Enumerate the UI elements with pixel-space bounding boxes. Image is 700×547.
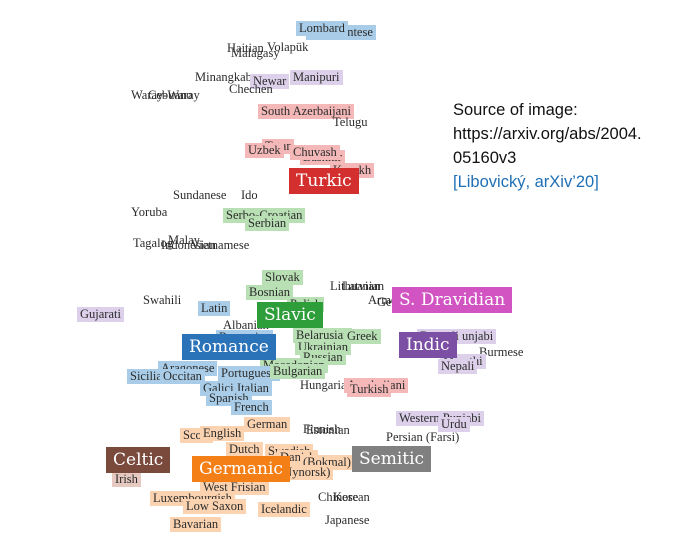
language-family-label: Germanic [192, 456, 290, 482]
language-family-label: Turkic [289, 168, 359, 194]
language-label: Malagasy [231, 46, 280, 60]
language-family-label: Slavic [257, 302, 323, 328]
language-label: German [244, 417, 291, 432]
language-label: Greek [344, 329, 381, 344]
language-label: Latin [198, 301, 231, 316]
language-label: Manipuri [290, 70, 343, 85]
language-label: Newar [250, 74, 290, 89]
language-label: Indonesian [161, 238, 216, 252]
citation-link[interactable]: [Libovický, arXiv’20] [453, 173, 599, 191]
language-label: Chinese [318, 490, 359, 504]
language-label: Belarusian [293, 328, 353, 343]
language-label: Yoruba [131, 205, 168, 219]
language-label: Finnish [303, 422, 341, 436]
language-label: Low Saxon [183, 499, 247, 514]
language-label: Sundanese [173, 188, 227, 202]
language-label: Serbian [245, 216, 290, 231]
language-family-label: Indic [399, 332, 457, 358]
language-label: Chuvash [290, 145, 340, 160]
language-label: Occitan [160, 369, 205, 384]
language-label: Bosnian [246, 285, 293, 300]
language-label: Turkish [347, 382, 392, 397]
language-label: Swahili [143, 293, 182, 307]
language-label: Chechen [229, 82, 273, 96]
source-caption: Source of image: https://arxiv.org/abs/2… [453, 98, 693, 194]
language-family-label: S. Dravidian [392, 287, 513, 313]
language-label: English [200, 426, 245, 441]
language-label: Burmese [479, 345, 524, 359]
language-label: Lithuanian [330, 279, 385, 293]
language-label: Telugu [333, 115, 368, 129]
language-label: Tagalog [133, 236, 174, 250]
language-label: Nepali [438, 359, 478, 374]
language-label: Hungarian [300, 378, 353, 392]
language-label: (Nynorsk) [276, 465, 334, 480]
language-label: Punjabi [452, 329, 497, 344]
language-label: Uzbek [245, 143, 284, 158]
language-label: Slovak [262, 270, 303, 285]
language-label: South Azerbaijani [258, 104, 354, 119]
language-family-label: Celtic [106, 447, 171, 473]
language-label: Minangkabau [195, 70, 264, 84]
language-label: Volapük [267, 40, 309, 54]
source-url: https://arxiv.org/abs/2004. [453, 125, 642, 143]
language-label: Haitian [227, 41, 264, 55]
language-label: Cebuano [148, 88, 193, 102]
language-label: Bavarian [170, 517, 222, 532]
language-label: Gujarati [77, 307, 124, 322]
language-label: Lombard [296, 21, 348, 36]
language-family-label: Romance [182, 334, 276, 360]
language-label: Vietnamese [191, 238, 250, 252]
source-url-continued: 05160v3 [453, 149, 517, 167]
language-label: Korean [333, 490, 370, 504]
language-label: Persian (Farsi) [386, 430, 460, 444]
language-label: Irish [112, 472, 141, 487]
language-label: French [231, 400, 272, 415]
language-label: Icelandic [258, 502, 310, 517]
source-label: Source of image: [453, 101, 578, 119]
language-label: Japanese [325, 513, 370, 527]
language-label: Malay [168, 233, 200, 247]
language-label: Bulgarian [270, 364, 326, 379]
language-label: Latvian [342, 279, 381, 293]
language-label: Ido [241, 188, 258, 202]
language-family-label: Semitic [352, 446, 432, 472]
language-label: Waray-Waray [131, 88, 200, 102]
language-label: Portuguese [218, 366, 280, 381]
language-label: Urdu [438, 417, 470, 432]
language-label: Dutch [226, 442, 263, 457]
language-label: Estonian [306, 423, 350, 437]
